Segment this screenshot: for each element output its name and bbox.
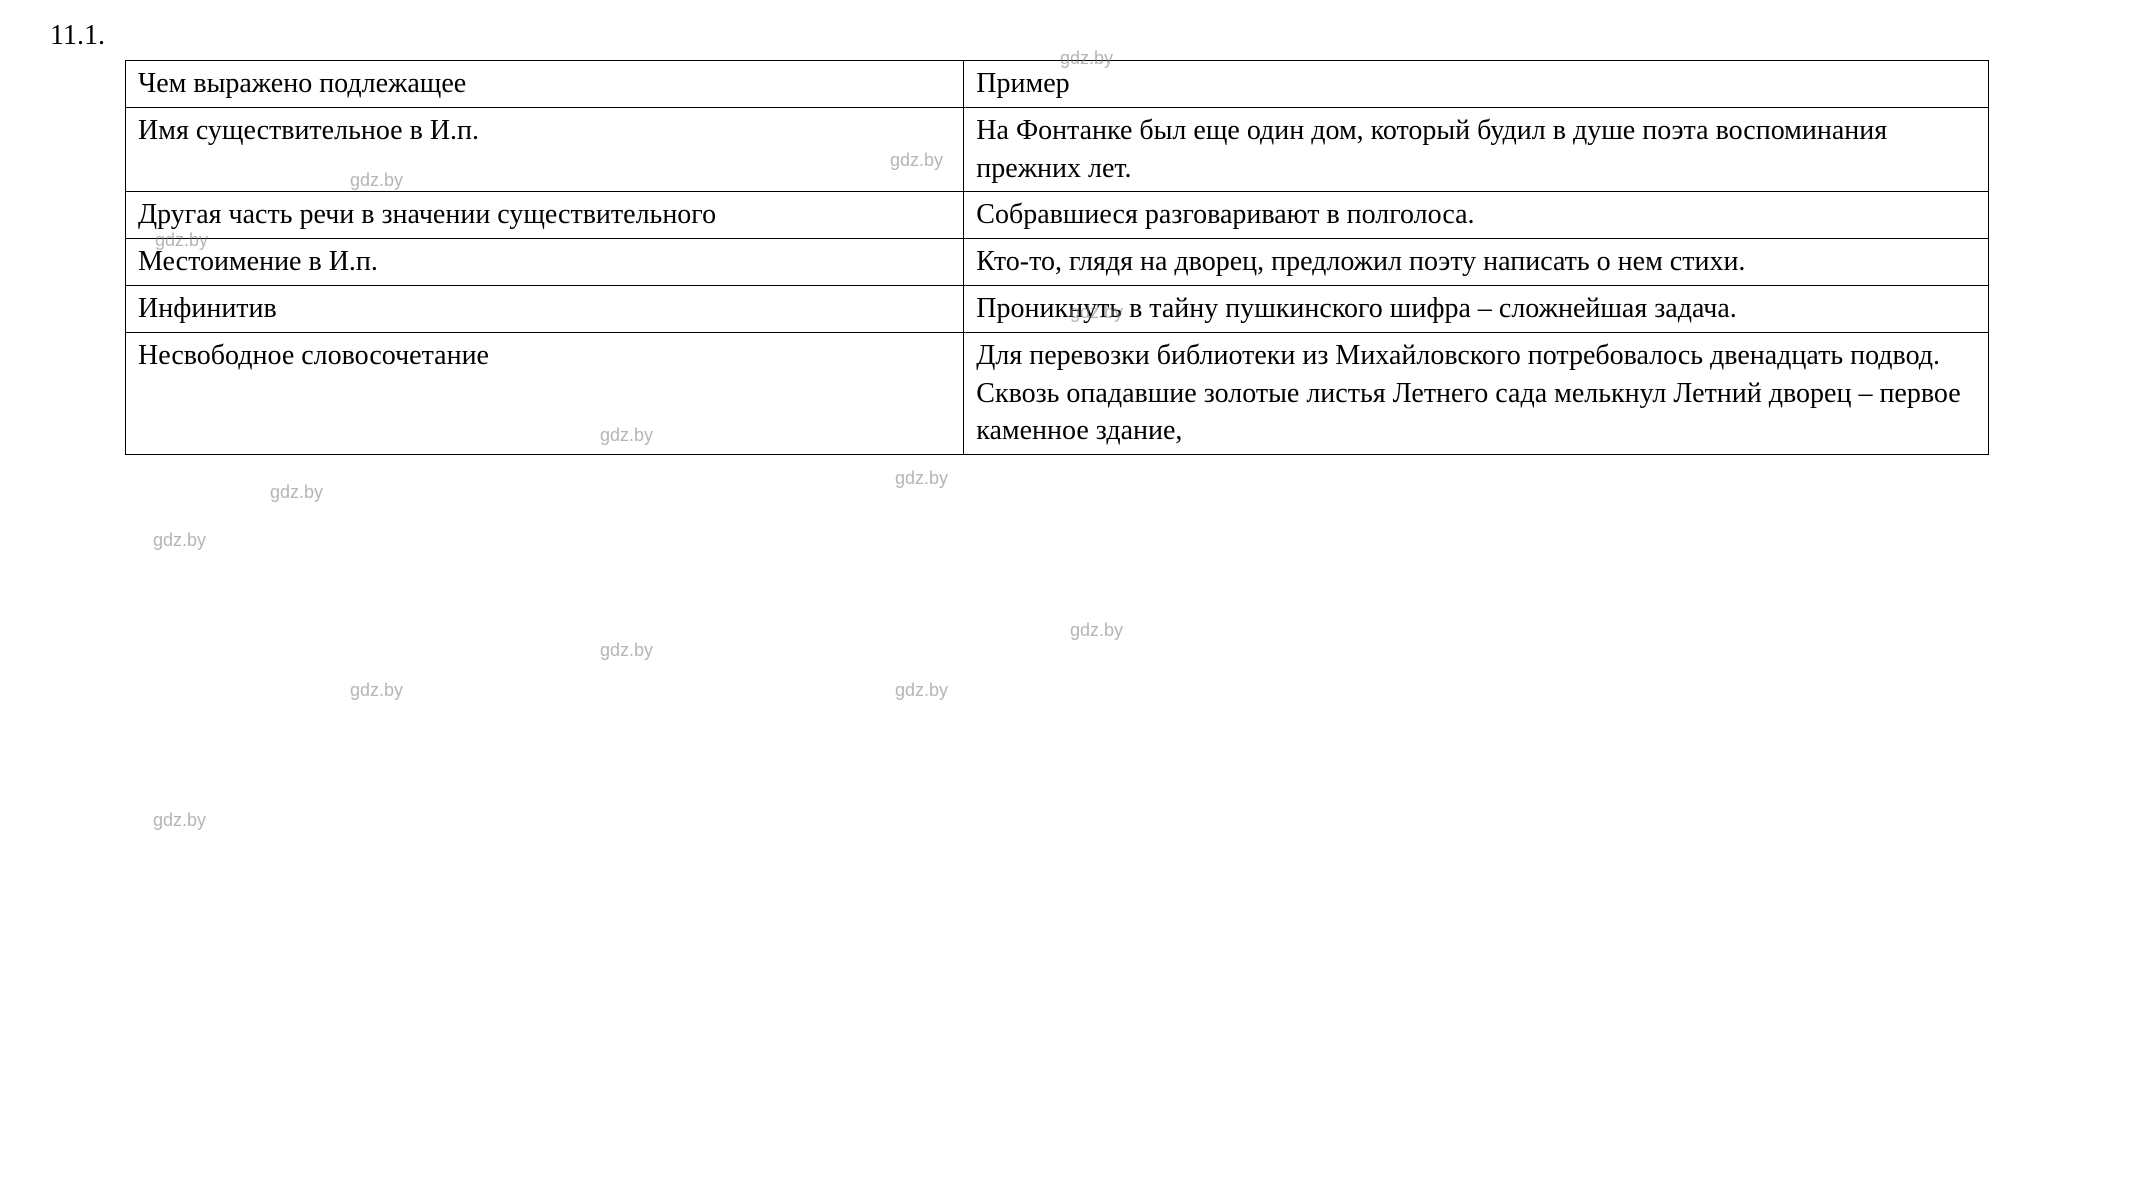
table-row: Местоимение в И.п. Кто-то, глядя на двор… xyxy=(126,239,1989,286)
cell-right-line2: Сквозь опадавшие золотые листья Летнего … xyxy=(976,375,1976,451)
cell-left: Имя существительное в И.п. xyxy=(126,107,964,192)
table-row: Другая часть речи в значении существител… xyxy=(126,192,1989,239)
cell-right: Проникнуть в тайну пушкинского шифра – с… xyxy=(964,285,1989,332)
watermark-text: gdz.by xyxy=(1070,620,1123,641)
cell-left: Несвободное словосочетание xyxy=(126,332,964,454)
cell-right-line1: Для перевозки библиотеки из Михайловског… xyxy=(976,337,1976,375)
cell-left: Другая часть речи в значении существител… xyxy=(126,192,964,239)
watermark-text: gdz.by xyxy=(153,530,206,551)
watermark-text: gdz.by xyxy=(895,468,948,489)
table-row: Чем выражено подлежащее Пример xyxy=(126,61,1989,108)
cell-right: Собравшиеся разговаривают в полголоса. xyxy=(964,192,1989,239)
cell-left: Инфинитив xyxy=(126,285,964,332)
watermark-text: gdz.by xyxy=(153,810,206,831)
main-table: Чем выражено подлежащее Пример Имя сущес… xyxy=(125,60,1989,455)
watermark-text: gdz.by xyxy=(895,680,948,701)
watermark-text: gdz.by xyxy=(270,482,323,503)
cell-right: Кто-то, глядя на дворец, предложил поэту… xyxy=(964,239,1989,286)
watermark-text: gdz.by xyxy=(600,640,653,661)
header-right: Пример xyxy=(964,61,1989,108)
watermark-text: gdz.by xyxy=(350,680,403,701)
header-left: Чем выражено подлежащее xyxy=(126,61,964,108)
table-row: Несвободное словосочетание Для перевозки… xyxy=(126,332,1989,454)
section-number: 11.1. xyxy=(40,20,2111,52)
table-row: Имя существительное в И.п. На Фонтанке б… xyxy=(126,107,1989,192)
cell-left: Местоимение в И.п. xyxy=(126,239,964,286)
cell-right: Для перевозки библиотеки из Михайловског… xyxy=(964,332,1989,454)
table-row: Инфинитив Проникнуть в тайну пушкинского… xyxy=(126,285,1989,332)
cell-right: На Фонтанке был еще один дом, который бу… xyxy=(964,107,1989,192)
document-container: 11.1. Чем выражено подлежащее Пример Имя… xyxy=(40,20,2111,455)
